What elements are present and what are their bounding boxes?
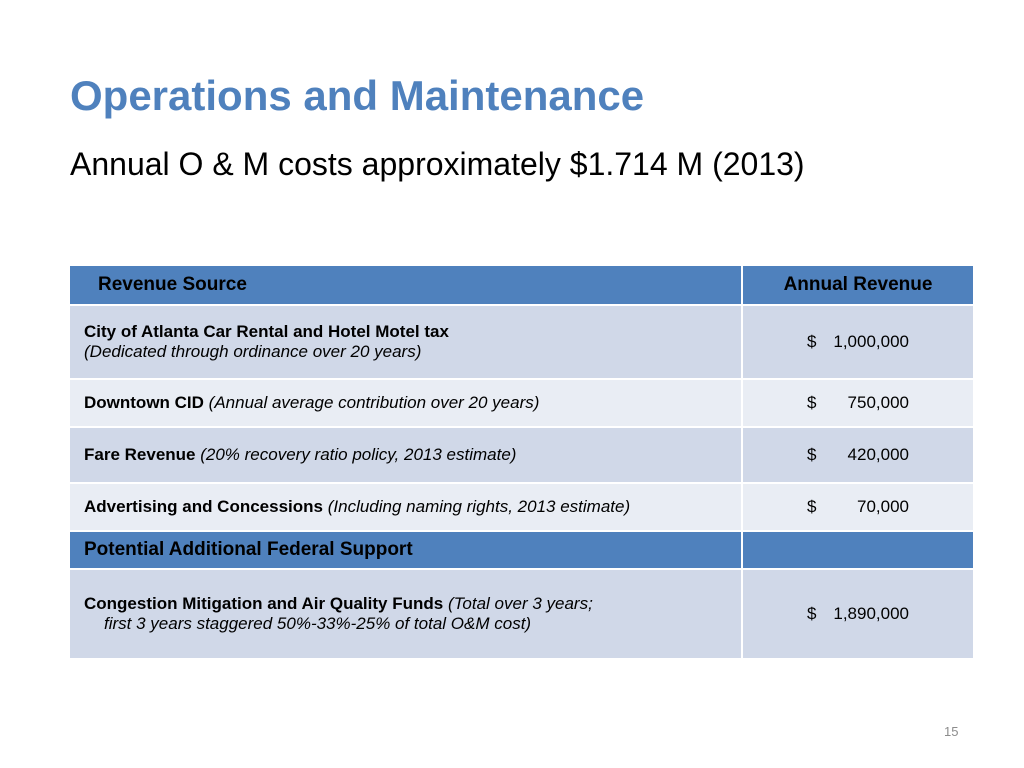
- revenue-table: Revenue Source Annual Revenue City of At…: [68, 264, 975, 660]
- source-note: (Including naming rights, 2013 estimate): [327, 497, 631, 516]
- revenue-source-cell: Downtown CID (Annual average contributio…: [68, 378, 743, 428]
- annual-revenue-cell: $750,000: [741, 378, 975, 428]
- table-row: Congestion Mitigation and Air Quality Fu…: [68, 568, 975, 660]
- table-row: Downtown CID (Annual average contributio…: [68, 378, 975, 428]
- section-header-row: Potential Additional Federal Support: [68, 530, 975, 570]
- annual-revenue-cell: $1,890,000: [741, 568, 975, 660]
- source-name: Advertising and Concessions: [84, 497, 323, 516]
- revenue-source-cell: Congestion Mitigation and Air Quality Fu…: [68, 568, 743, 660]
- source-name: Congestion Mitigation and Air Quality Fu…: [84, 594, 444, 613]
- source-note-continued: first 3 years staggered 50%-33%-25% of t…: [104, 614, 532, 633]
- source-name: City of Atlanta Car Rental and Hotel Mot…: [84, 322, 449, 341]
- amount-value: 420,000: [847, 445, 909, 464]
- page-number: 15: [944, 724, 959, 739]
- amount-value: 70,000: [857, 497, 909, 516]
- source-note: (Annual average contribution over 20 yea…: [208, 393, 540, 412]
- table-header-row: Revenue Source Annual Revenue: [68, 264, 975, 306]
- revenue-source-cell: City of Atlanta Car Rental and Hotel Mot…: [68, 304, 743, 380]
- amount-value: 1,000,000: [833, 332, 909, 351]
- currency-symbol: $: [807, 497, 817, 516]
- annual-revenue-cell: $1,000,000: [741, 304, 975, 380]
- revenue-source-cell: Fare Revenue (20% recovery ratio policy,…: [68, 426, 743, 484]
- source-note: (20% recovery ratio policy, 2013 estimat…: [200, 445, 517, 464]
- annual-revenue-cell: $70,000: [741, 482, 975, 532]
- currency-symbol: $: [807, 445, 817, 464]
- table-row: Fare Revenue (20% recovery ratio policy,…: [68, 426, 975, 484]
- header-revenue-source: Revenue Source: [68, 264, 743, 306]
- table-row: City of Atlanta Car Rental and Hotel Mot…: [68, 304, 975, 380]
- source-name: Downtown CID: [84, 393, 204, 412]
- section-header-federal-support: Potential Additional Federal Support: [68, 530, 743, 570]
- slide-subtitle: Annual O & M costs approximately $1.714 …: [70, 146, 805, 182]
- amount-value: 1,890,000: [833, 604, 909, 623]
- header-annual-revenue: Annual Revenue: [741, 264, 975, 306]
- slide-title: Operations and Maintenance: [70, 72, 645, 119]
- source-name: Fare Revenue: [84, 445, 196, 464]
- currency-symbol: $: [807, 332, 817, 351]
- table-row: Advertising and Concessions (Including n…: [68, 482, 975, 532]
- annual-revenue-cell: $420,000: [741, 426, 975, 484]
- revenue-source-cell: Advertising and Concessions (Including n…: [68, 482, 743, 532]
- currency-symbol: $: [807, 393, 817, 412]
- amount-value: 750,000: [847, 393, 909, 412]
- source-note: (Dedicated through ordinance over 20 yea…: [84, 342, 422, 361]
- section-header-empty-cell: [741, 530, 975, 570]
- source-note: (Total over 3 years;: [447, 594, 593, 613]
- currency-symbol: $: [807, 604, 817, 623]
